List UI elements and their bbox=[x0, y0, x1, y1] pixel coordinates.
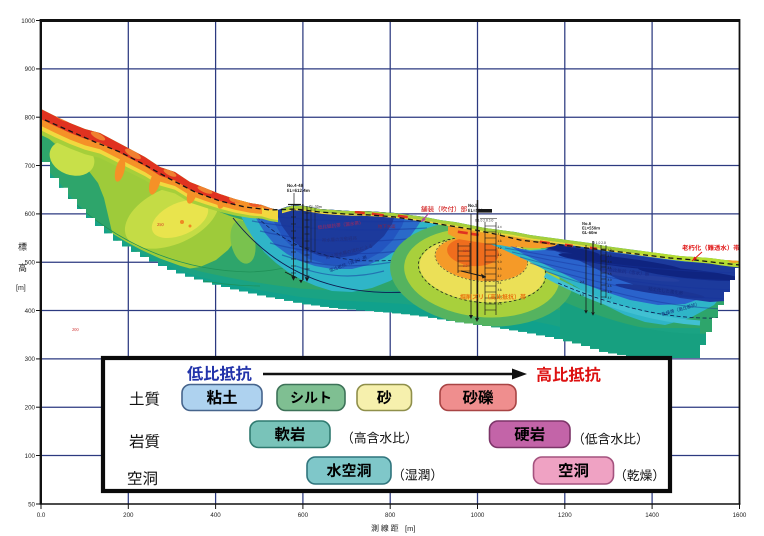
svg-text:1400: 1400 bbox=[645, 512, 659, 519]
svg-text:300: 300 bbox=[25, 356, 36, 363]
svg-text:400: 400 bbox=[25, 308, 36, 315]
svg-text:1200: 1200 bbox=[558, 512, 572, 519]
svg-text:600: 600 bbox=[298, 512, 309, 519]
svg-text:500: 500 bbox=[25, 260, 36, 267]
svg-text:[m]: [m] bbox=[405, 524, 415, 533]
svg-text:1000: 1000 bbox=[471, 512, 485, 519]
svg-text:200: 200 bbox=[123, 512, 134, 519]
svg-text:900: 900 bbox=[25, 66, 36, 73]
svg-text:700: 700 bbox=[25, 163, 36, 170]
svg-text:600: 600 bbox=[25, 211, 36, 218]
svg-text:200: 200 bbox=[25, 405, 36, 412]
svg-text:100: 100 bbox=[25, 453, 36, 460]
svg-text:800: 800 bbox=[25, 115, 36, 122]
svg-text:0.0: 0.0 bbox=[37, 512, 46, 519]
svg-text:50: 50 bbox=[28, 501, 35, 508]
svg-text:[m]: [m] bbox=[16, 285, 26, 292]
svg-text:400: 400 bbox=[210, 512, 221, 519]
svg-text:1000: 1000 bbox=[21, 18, 35, 25]
svg-text:1600: 1600 bbox=[733, 512, 747, 519]
svg-text:800: 800 bbox=[385, 512, 396, 519]
